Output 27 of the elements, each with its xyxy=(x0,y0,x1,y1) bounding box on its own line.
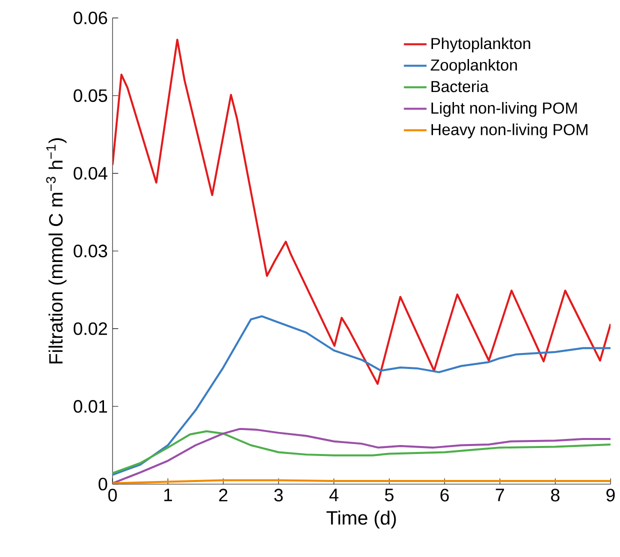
legend-label: Zooplankton xyxy=(430,59,517,74)
x-tick-label: 0 xyxy=(108,488,117,502)
y-tick-label: 0.01 xyxy=(74,400,107,413)
y-axis-title: Filtration (mmol C m$^{−3}$ h$^{−1}$) xyxy=(46,138,67,364)
line-series xyxy=(112,430,611,474)
x-tick-label: 4 xyxy=(329,488,338,502)
x-tick-label: 5 xyxy=(384,488,394,502)
x-tick-label: 7 xyxy=(496,488,504,502)
y-tick-label: 0.03 xyxy=(74,244,108,258)
x-axis-title: Time (d) xyxy=(326,510,396,529)
legend-label: Bacteria xyxy=(432,80,489,92)
x-tick-label: 1 xyxy=(164,488,172,502)
legend-label: Heavy non-living POM xyxy=(432,124,588,138)
x-tick-label: 9 xyxy=(606,488,615,502)
line-series xyxy=(112,38,611,385)
legend-label: Phytoplankton xyxy=(432,38,530,52)
x-tick-label: 2 xyxy=(219,488,228,502)
line-series xyxy=(112,315,611,476)
x-tick-label: 8 xyxy=(551,488,560,502)
x-tick-label: 6 xyxy=(440,488,449,502)
legend-label: Light non-living POM xyxy=(432,102,577,117)
y-tick-label: 0.04 xyxy=(74,167,108,180)
y-tick-label: 0.06 xyxy=(74,12,108,24)
y-tick-label: 0.05 xyxy=(74,89,108,102)
y-tick-label: 0.02 xyxy=(74,322,107,336)
y-tick-label: 0 xyxy=(98,478,108,491)
x-tick-label: 3 xyxy=(274,488,283,502)
